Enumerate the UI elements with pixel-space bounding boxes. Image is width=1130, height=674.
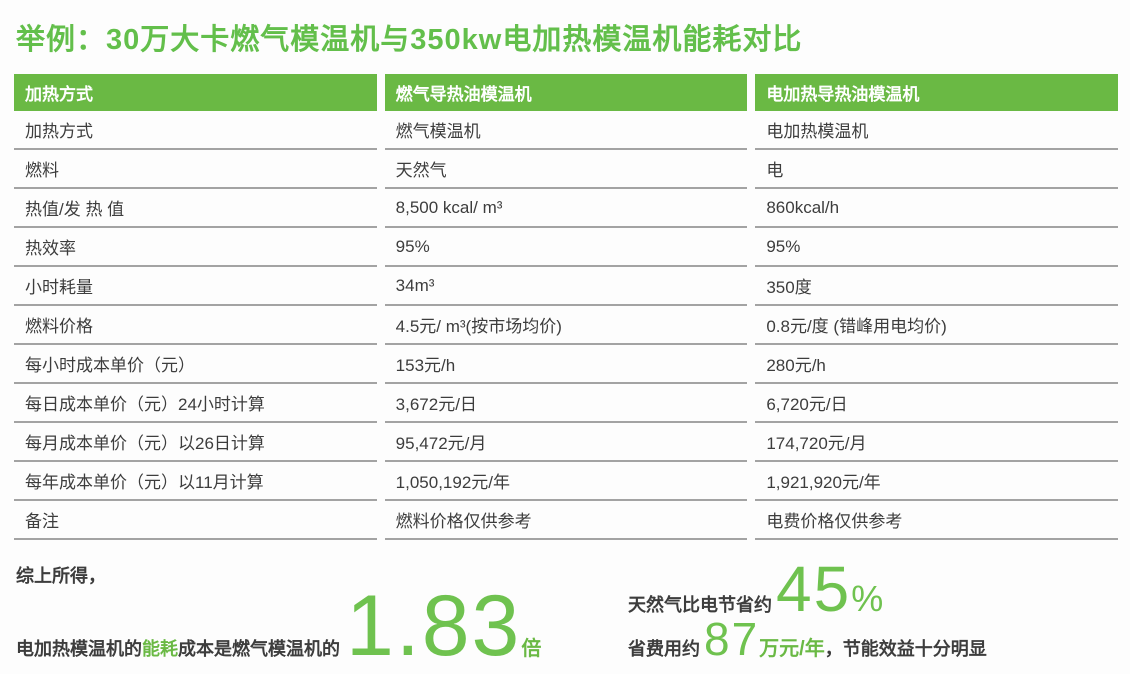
table-cell: 280元/h [755, 345, 1118, 384]
summary-section: 综上所得， 电加热模温机的 能耗 成本是燃气模温机的 1.83 倍 天然气比电节省约… [14, 553, 1118, 674]
table-cell: 电加热模温机 [755, 111, 1118, 150]
savings-cost-label: 省费用约 [628, 639, 700, 660]
table-cell: 0.8元/度 (错峰用电均价) [755, 306, 1118, 345]
cost-ratio-value: 1.83 [346, 578, 522, 674]
table-cell: 4.5元/ m³(按市场均价) [384, 306, 748, 345]
table-cell: 热效率 [14, 228, 377, 267]
cost-ratio-line: 电加热模温机的 能耗 成本是燃气模温机的 1.83 倍 [16, 578, 564, 674]
table-cell: 95% [384, 228, 748, 267]
table-cell: 8,500 kcal/ m³ [384, 189, 748, 228]
savings-cost-unit: 万元/年 [759, 638, 825, 661]
table-cell: 1,921,920元/年 [755, 462, 1118, 501]
comparison-table: 加热方式 燃气导热油模温机 电加热导热油模温机 加热方式 燃气模温机 电加热模温机燃… [14, 74, 1118, 540]
table-header-gas-machine: 燃气导热油模温机 [384, 74, 748, 111]
table-cell: 燃料 [14, 150, 377, 189]
table-cell: 备注 [14, 501, 377, 540]
table-cell: 燃料价格 [14, 306, 377, 345]
table-cell: 热值/发 热 值 [14, 189, 377, 228]
table-cell: 天然气 [384, 150, 748, 189]
summary-left-block: 综上所得， 电加热模温机的 能耗 成本是燃气模温机的 1.83 倍 [16, 562, 564, 674]
savings-percent-unit: % [851, 578, 884, 620]
table-cell: 电 [755, 150, 1118, 189]
savings-percent-value: 45 [776, 553, 852, 626]
table-cell: 174,720元/月 [755, 423, 1118, 462]
table-cell: 小时耗量 [14, 267, 377, 306]
ratio-text-mid: 成本是燃气模温机的 [178, 639, 340, 659]
savings-cost-suffix: ，节能效益十分明显 [824, 639, 987, 660]
savings-percent-label: 天然气比电节省约 [628, 595, 772, 616]
table-cell: 95% [755, 228, 1118, 267]
table-cell: 每月成本单价（元）以26日计算 [14, 423, 377, 462]
table-cell: 加热方式 [14, 111, 377, 150]
table-cell: 电费价格仅供参考 [755, 501, 1118, 540]
savings-percent-line: 天然气比电节省约 45 % [628, 553, 1118, 626]
conclusion-intro-text: 综上所得， [16, 566, 106, 586]
savings-cost-line: 省费用约 87 万元/年 ，节能效益十分明显 [628, 613, 1118, 666]
table-header-row-label: 加热方式 [14, 74, 377, 111]
savings-cost-value: 87 [704, 613, 760, 666]
summary-right-block: 天然气比电节省约 45 % 省费用约 87 万元/年 ，节能效益十分明显 [564, 553, 1118, 666]
table-cell: 每小时成本单价（元） [14, 345, 377, 384]
cost-ratio-unit: 倍 [521, 638, 542, 660]
table-cell: 350度 [755, 267, 1118, 306]
table-cell: 燃料价格仅供参考 [384, 501, 748, 540]
ratio-text-prefix: 电加热模温机的 [16, 639, 142, 659]
table-cell: 860kcal/h [755, 189, 1118, 228]
table-cell: 34m³ [384, 267, 748, 306]
table-cell: 每年成本单价（元）以11月计算 [14, 462, 377, 501]
page-title: 举例：30万大卡燃气模温机与350kw电加热模温机能耗对比 [16, 24, 803, 56]
table-cell: 6,720元/日 [755, 384, 1118, 423]
table-cell: 燃气模温机 [384, 111, 748, 150]
table-cell: 153元/h [384, 345, 748, 384]
table-cell: 3,672元/日 [384, 384, 748, 423]
table-header-electric-machine: 电加热导热油模温机 [755, 74, 1118, 111]
table-cell: 1,050,192元/年 [384, 462, 748, 501]
table-cell: 每日成本单价（元）24小时计算 [14, 384, 377, 423]
table-cell: 95,472元/月 [384, 423, 748, 462]
ratio-text-highlight: 能耗 [142, 639, 178, 659]
